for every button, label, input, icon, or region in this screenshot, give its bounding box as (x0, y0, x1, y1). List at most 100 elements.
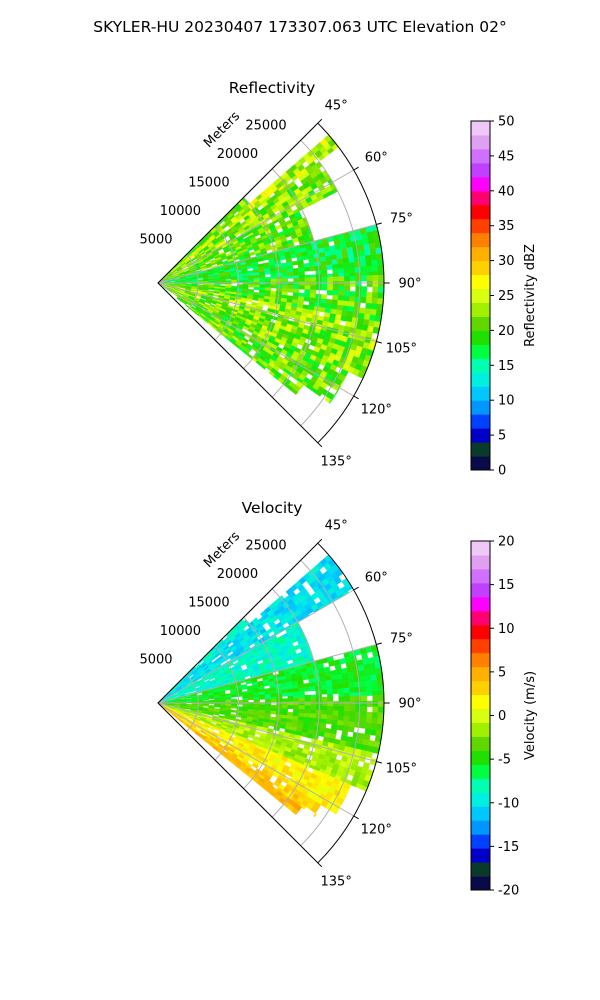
reflectivity-cell (332, 290, 339, 296)
velocity-cell (377, 690, 385, 696)
velocity-cell (293, 705, 300, 710)
velocity-colorbar-segment (471, 694, 490, 710)
velocity-colorbar-segment (471, 638, 490, 654)
reflectivity-cell (298, 267, 305, 273)
reflectivity-colorbar-tick-label: 30 (498, 254, 515, 269)
velocity-azimuth-label: 90° (398, 697, 421, 712)
velocity-cell (298, 708, 306, 714)
reflectivity-cell (372, 275, 379, 282)
reflectivity-cell (315, 390, 323, 397)
reflectivity-cell (355, 291, 362, 298)
velocity-cell (293, 697, 300, 702)
velocity-colorbar-segment (471, 680, 490, 696)
velocity-cell (377, 706, 385, 714)
reflectivity-colorbar-segment (471, 316, 490, 331)
reflectivity-cell (343, 262, 350, 269)
reflectivity-cell (377, 270, 385, 276)
velocity-cell (354, 716, 362, 723)
velocity-cell (321, 701, 328, 707)
velocity-cell (355, 700, 362, 707)
reflectivity-cell (371, 297, 379, 305)
velocity-cell (287, 695, 294, 699)
reflectivity-cell (310, 274, 317, 278)
velocity-cell (372, 695, 379, 702)
velocity-colorbar-segment (471, 834, 490, 849)
velocity-cell (349, 701, 356, 707)
reflectivity-range-label: 10000 (160, 204, 201, 219)
velocity-cell (365, 680, 373, 687)
velocity-cell (304, 694, 311, 699)
reflectivity-cell (295, 391, 299, 395)
reflectivity-cell (354, 266, 362, 273)
reflectivity-cell (319, 306, 326, 313)
velocity-cell (336, 724, 344, 731)
velocity-cell (248, 697, 255, 701)
velocity-azimuth-gridline (157, 702, 354, 817)
reflectivity-cell (365, 302, 372, 310)
reflectivity-azimuth-gridline (157, 282, 354, 397)
reflectivity-cell (259, 363, 267, 370)
reflectivity-cell (338, 290, 345, 297)
velocity-range-label: 10000 (160, 624, 201, 639)
velocity-colorbar-tick-label: 0 (498, 709, 506, 724)
velocity-cell (348, 721, 356, 728)
velocity-cell (349, 711, 356, 718)
reflectivity-cell (377, 292, 385, 300)
reflectivity-cell (370, 303, 378, 311)
velocity-colorbar-segment (471, 541, 490, 556)
reflectivity-cell (321, 276, 328, 282)
reflectivity-cell (337, 300, 344, 306)
velocity-cell (358, 670, 366, 677)
velocity-cell (303, 686, 311, 692)
velocity-cell (253, 697, 260, 700)
reflectivity-colorbar: 0 5 10 15 20 25 30 35 40 45 50 Reflectivity dBZ (470, 115, 538, 479)
velocity-colorbar-tick-label: -10 (498, 796, 519, 811)
velocity-cell (281, 689, 288, 694)
reflectivity-cell (344, 281, 351, 287)
velocity-cell (355, 695, 362, 702)
reflectivity-cell (327, 273, 334, 278)
velocity-azimuth-tick (376, 642, 382, 645)
velocity-range-label: 20000 (217, 567, 258, 582)
velocity-cell (327, 705, 334, 711)
velocity-cell (348, 682, 356, 689)
reflectivity-cell (298, 271, 305, 276)
velocity-colorbar-tick-label: -5 (498, 753, 511, 768)
reflectivity-colorbar-tick-label: 40 (498, 184, 515, 199)
velocity-cell (308, 682, 316, 688)
velocity-colorbar-segment (471, 554, 490, 570)
reflectivity-cell (377, 298, 384, 305)
reflectivity-colorbar-segment (471, 330, 490, 345)
reflectivity-cell (349, 272, 356, 277)
velocity-cell (321, 696, 328, 702)
reflectivity-cell (281, 284, 289, 289)
velocity-azimuth-tick (317, 538, 323, 544)
velocity-cell (270, 704, 277, 709)
velocity-cell (355, 692, 362, 697)
velocity-colorbar-segment (471, 666, 490, 682)
velocity-cell (299, 803, 307, 810)
velocity-cell (332, 710, 339, 716)
reflectivity-cell (259, 274, 266, 278)
reflectivity-colorbar-segment (471, 246, 490, 262)
reflectivity-cell (359, 255, 367, 262)
reflectivity-cell (368, 242, 376, 250)
reflectivity-cell (371, 259, 378, 267)
velocity-cell (293, 695, 300, 699)
reflectivity-cell (293, 277, 300, 282)
reflectivity-cell (265, 278, 272, 283)
velocity-cell (321, 689, 328, 695)
reflectivity-cell (346, 246, 354, 254)
reflectivity-cell (365, 297, 373, 304)
reflectivity-cell (372, 280, 379, 288)
reflectivity-colorbar-tick-label: 25 (498, 289, 515, 304)
reflectivity-cell (366, 280, 373, 287)
reflectivity-colorbar-segment (471, 218, 490, 234)
velocity-cell (298, 705, 306, 710)
velocity-cell (320, 685, 328, 691)
velocity-cell (270, 693, 277, 698)
reflectivity-colorbar-segment (471, 176, 490, 192)
reflectivity-title: Reflectivity (229, 79, 316, 97)
reflectivity-cell (293, 275, 300, 279)
velocity-cell (355, 711, 362, 718)
